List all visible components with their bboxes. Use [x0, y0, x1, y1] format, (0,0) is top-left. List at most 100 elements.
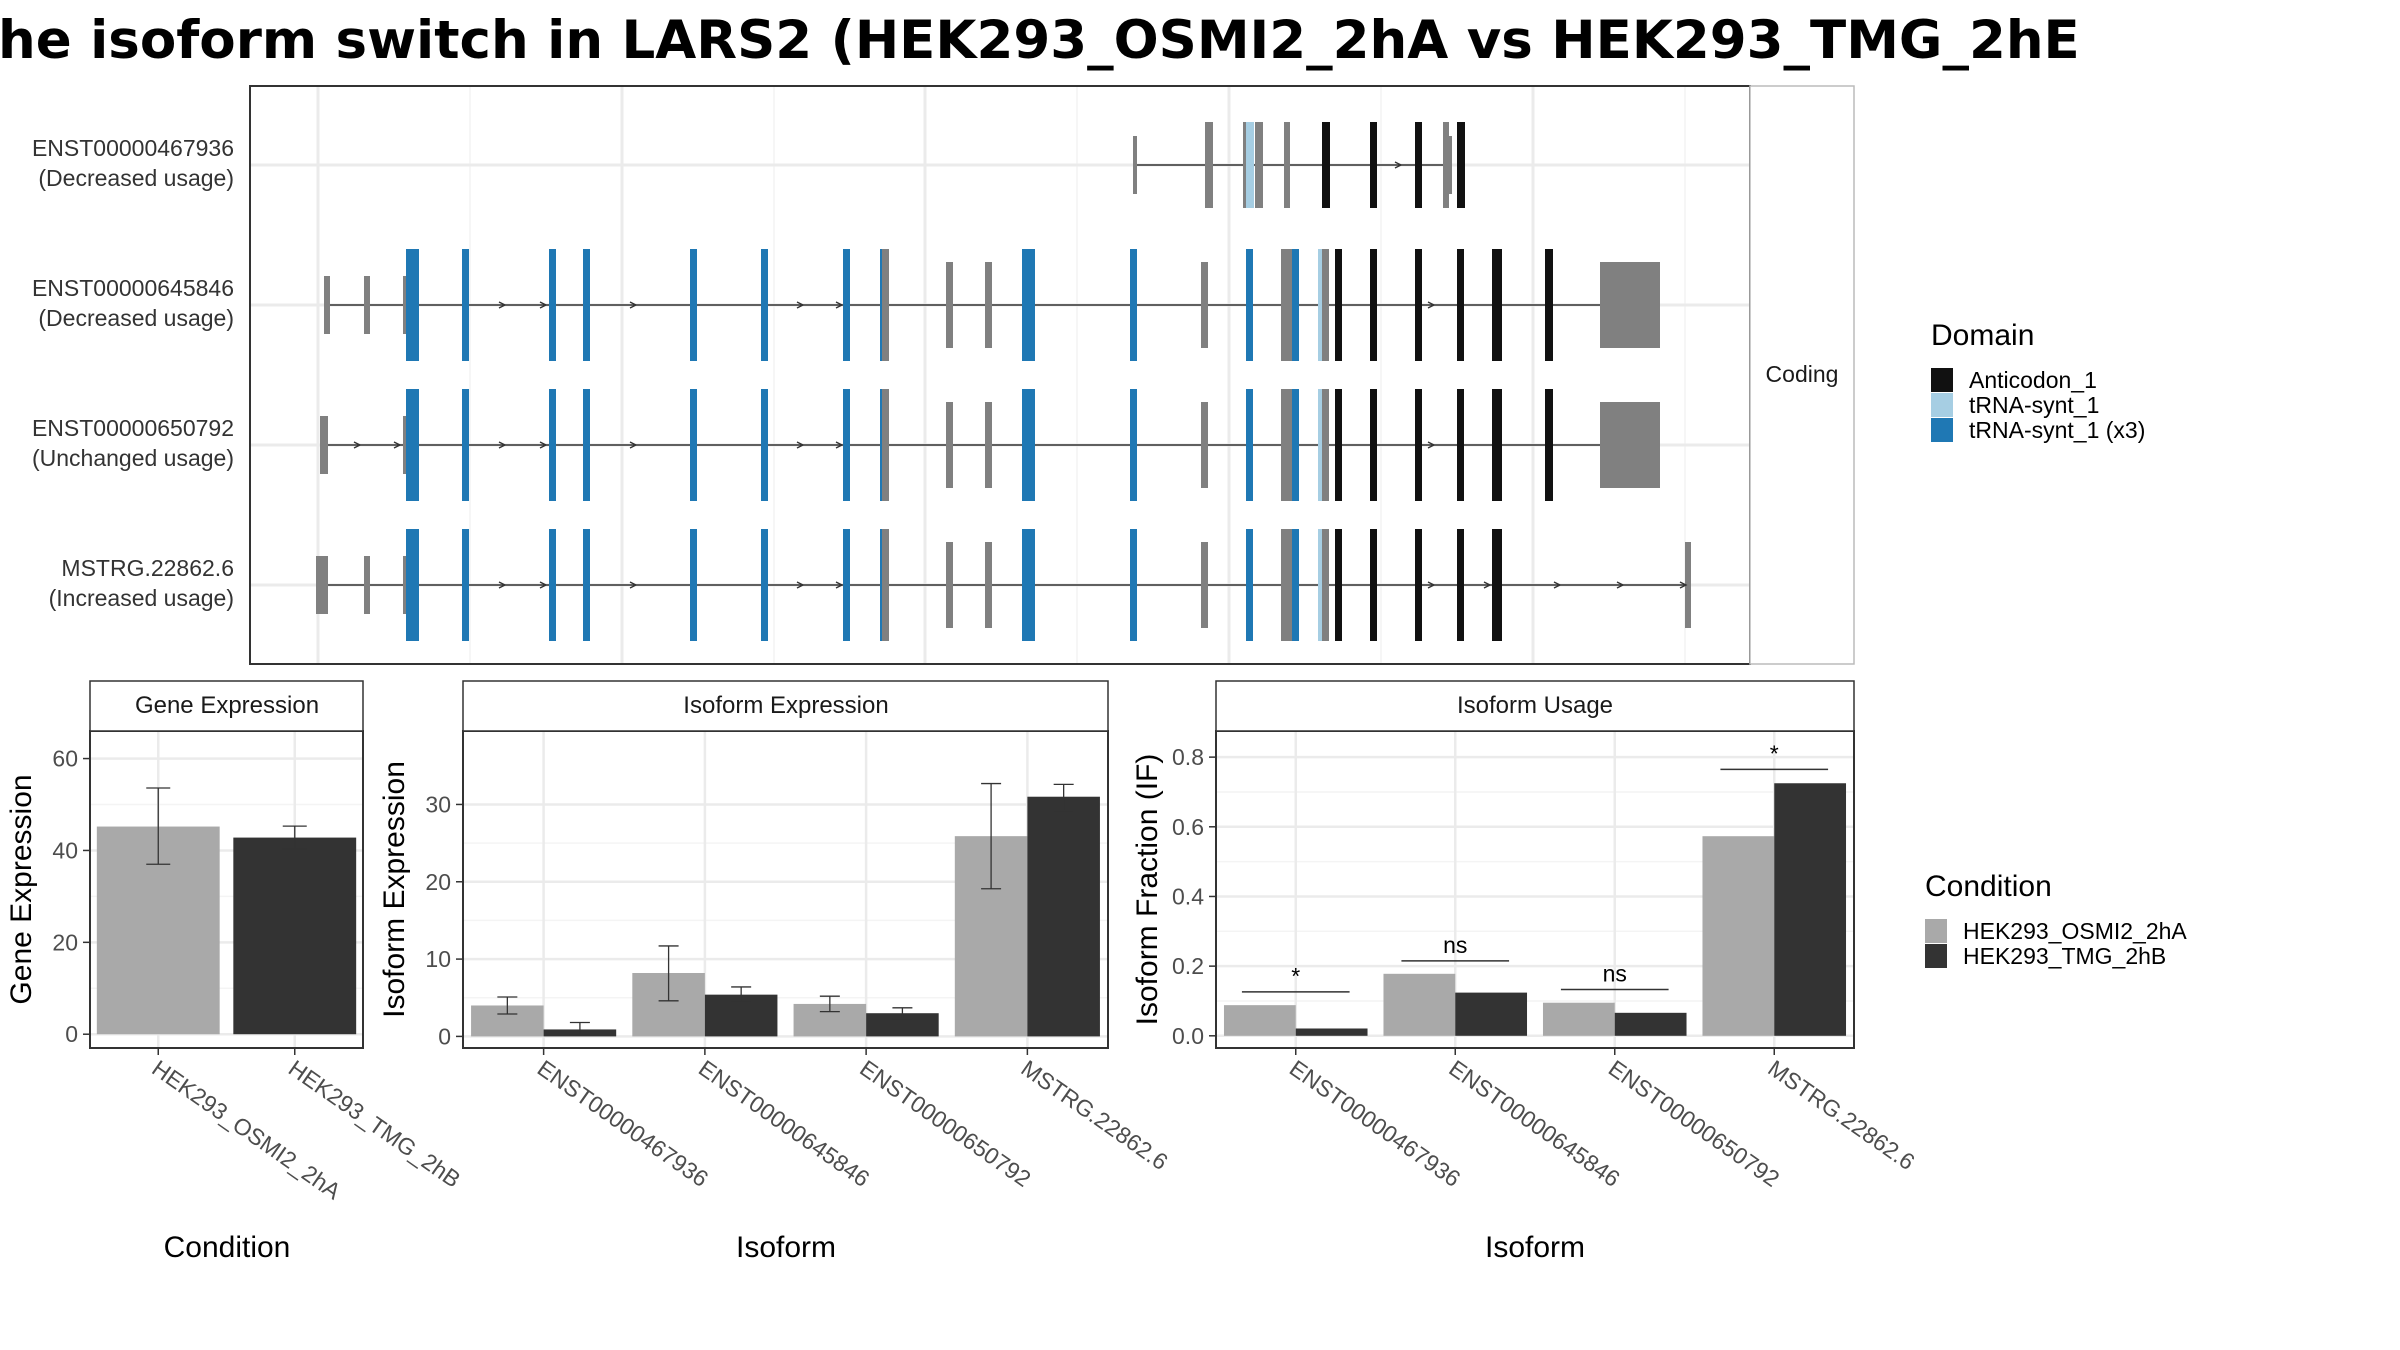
exon-trna-synt-1: [1246, 122, 1254, 208]
exon-trna-synt-1-x3: [412, 529, 419, 641]
exon-trna-synt-1-x3: [1130, 389, 1137, 501]
exon-noncoding: [946, 402, 953, 488]
exon-trna-synt-1-x3: [843, 389, 850, 501]
exon-trna-synt-1-x3: [761, 389, 768, 501]
exon-trna-synt-1-x3: [412, 249, 419, 361]
x-tick-label: ENST00000650792: [1604, 1055, 1784, 1192]
exon-anticodon-1: [1335, 249, 1342, 361]
structure-plot-background: [250, 86, 1750, 664]
exon-anticodon-1: [1370, 529, 1377, 641]
strand-arrow: [1679, 581, 1688, 589]
strand-arrow: [835, 301, 844, 309]
strand-arrow: [539, 441, 548, 449]
x-tick-label: ENST00000645846: [1444, 1055, 1624, 1192]
exon-noncoding: [1284, 122, 1290, 208]
bar: [1774, 783, 1847, 1036]
exon-trna-synt-1-x3: [1022, 389, 1029, 501]
x-tick-label: ENST00000467936: [1285, 1055, 1465, 1192]
strand-arrow: [629, 581, 638, 589]
exon-trna-synt-1-x3: [843, 249, 850, 361]
facet-strip: [89, 680, 364, 732]
x-axis-title: Isoform: [736, 1231, 836, 1264]
exon-trna-synt-1-x3: [583, 529, 590, 641]
exon-trna-synt-1: [1318, 249, 1325, 361]
y-tick-label: 0: [438, 1023, 451, 1049]
exon-anticodon-1: [1492, 389, 1502, 501]
exon-noncoding: [1600, 262, 1660, 348]
y-tick-label: 0.6: [1172, 814, 1204, 840]
transcript-rows: [316, 122, 1691, 641]
y-axis-title: Gene Expression: [5, 774, 38, 1004]
transcript-row: [316, 529, 1691, 641]
exon-noncoding: [946, 542, 953, 628]
strand-arrow: [796, 441, 805, 449]
facet-strip-title: Isoform Usage: [1457, 692, 1613, 719]
significance-label: ns: [1443, 932, 1467, 958]
exon-anticodon-1: [1370, 389, 1377, 501]
transcript-row: [324, 249, 1660, 361]
exon-trna-synt-1-x3: [690, 249, 697, 361]
y-tick-label: 0.4: [1172, 883, 1204, 909]
exon-trna-synt-1-x3: [406, 529, 413, 641]
exon-trna-synt-1-x3: [1022, 249, 1029, 361]
y-tick-label: 20: [425, 869, 451, 895]
x-tick-label: ENST00000650792: [855, 1055, 1035, 1192]
exon-anticodon-1: [1545, 249, 1553, 361]
exon-noncoding: [882, 389, 889, 501]
exon-trna-synt-1-x3: [843, 529, 850, 641]
exon-noncoding: [1201, 402, 1208, 488]
exon-noncoding: [1446, 136, 1452, 194]
exon-noncoding: [1685, 542, 1691, 628]
y-tick-label: 30: [425, 791, 451, 817]
exon-noncoding: [882, 249, 889, 361]
exon-trna-synt-1-x3: [1246, 529, 1253, 641]
strand-arrow: [498, 581, 507, 589]
exon-noncoding: [1322, 249, 1329, 361]
strand-arrow: [498, 301, 507, 309]
exon-anticodon-1: [1545, 389, 1553, 501]
exon-trna-synt-1-x3: [1022, 529, 1029, 641]
exon-noncoding: [316, 556, 328, 614]
exon-anticodon-1: [1457, 529, 1464, 641]
bar: [1295, 1028, 1368, 1036]
strand-arrow: [835, 581, 844, 589]
exon-anticodon-1: [1415, 249, 1422, 361]
x-tick-label: MSTRG.22862.6: [1763, 1055, 1919, 1175]
transcript-structure-panel: Coding ENST00000467936(Decreased usage)E…: [32, 85, 1855, 665]
y-axis-title: Isoform Fraction (IF): [1131, 754, 1164, 1026]
strand-arrow: [1394, 161, 1403, 169]
exon-anticodon-1: [1335, 389, 1342, 501]
exon-noncoding: [1285, 529, 1292, 641]
condition-legend-label: HEK293_TMG_2hB: [1963, 943, 2166, 969]
domain-legend-title: Domain: [1931, 319, 2034, 352]
strand-arrow: [393, 441, 402, 449]
exon-noncoding: [364, 556, 370, 614]
transcript-usage-label: (Decreased usage): [38, 165, 234, 191]
exon-anticodon-1: [1492, 249, 1502, 361]
domain-legend-swatch: [1931, 418, 1953, 442]
bar: [1027, 796, 1100, 1037]
strand-arrow: [1483, 581, 1492, 589]
condition-legend-title: Condition: [1925, 870, 2052, 903]
transcript-usage-label: (Decreased usage): [38, 305, 234, 331]
exon-trna-synt-1: [1318, 529, 1325, 641]
bar: [1614, 1012, 1687, 1036]
transcript-id-label: ENST00000467936: [32, 135, 234, 161]
bar: [1542, 1002, 1615, 1036]
exon-trna-synt-1-x3: [1246, 249, 1253, 361]
exon-trna-synt-1-x3: [406, 249, 413, 361]
facet-strip-title: Gene Expression: [135, 692, 319, 719]
facet-strip-title: Isoform Expression: [683, 692, 888, 719]
significance-label: *: [1770, 740, 1779, 766]
exon-trna-synt-1-x3: [406, 389, 413, 501]
y-tick-label: 0.0: [1172, 1023, 1204, 1049]
exon-trna-synt-1-x3: [1130, 249, 1137, 361]
isoform-usage-chart: * ns ns * Isoform Usage 0.0 0.2 0.4 0.6 0.8 ENST00…: [1131, 680, 1920, 1264]
exon-anticodon-1: [1492, 529, 1502, 641]
figure-title: he isoform switch in LARS2 (HEK293_OSMI2…: [0, 10, 2080, 71]
exon-trna-synt-1-x3: [583, 249, 590, 361]
y-tick-label: 20: [52, 929, 78, 955]
condition-legend-swatch: [1925, 944, 1947, 968]
